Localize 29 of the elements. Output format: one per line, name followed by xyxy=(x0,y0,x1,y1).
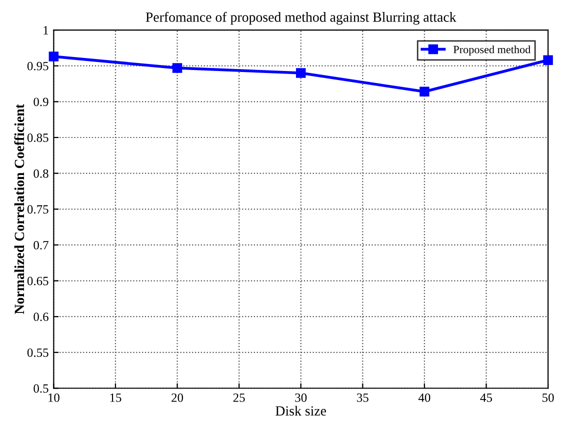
y-tick-label: 0.6 xyxy=(34,312,48,322)
x-tick-label: 50 xyxy=(542,393,554,402)
x-tick-label: 40 xyxy=(418,393,430,402)
point xyxy=(48,52,59,62)
x-tick-label: 35 xyxy=(357,394,368,402)
y-tick-label: 0.85 xyxy=(27,134,48,142)
y-tick-label: 0.65 xyxy=(27,276,48,286)
y-tick-label: 0.55 xyxy=(27,348,48,357)
x-tick-label: 45 xyxy=(480,394,492,402)
x-tick-label: 30 xyxy=(295,393,307,402)
y-tick-label: 0.7 xyxy=(34,240,48,250)
x-tick-label: 25 xyxy=(233,394,245,402)
point xyxy=(420,86,430,97)
y-tick-label: 0.5 xyxy=(34,384,48,393)
legend-label: Proposed method xyxy=(453,45,530,56)
x-tick-label: 20 xyxy=(172,393,184,402)
y-tick-label: 0.8 xyxy=(34,169,48,178)
y-tick-label: 0.9 xyxy=(34,98,48,106)
point xyxy=(172,63,182,73)
y-tick-label: 0.95 xyxy=(27,62,48,70)
x-tick-label: 15 xyxy=(110,394,122,402)
chart-title: Perfomance of proposed method against Blurring attack xyxy=(146,12,456,25)
point xyxy=(543,55,553,65)
x-axis-title: Disk size xyxy=(276,406,326,416)
y-tick-label: 0.75 xyxy=(27,205,48,214)
y-tick-label: 1 xyxy=(44,26,48,34)
x-tick-label: 10 xyxy=(48,393,60,402)
y-axis-title: Normalized Correlation Coefficient xyxy=(14,104,24,314)
point xyxy=(296,68,306,78)
